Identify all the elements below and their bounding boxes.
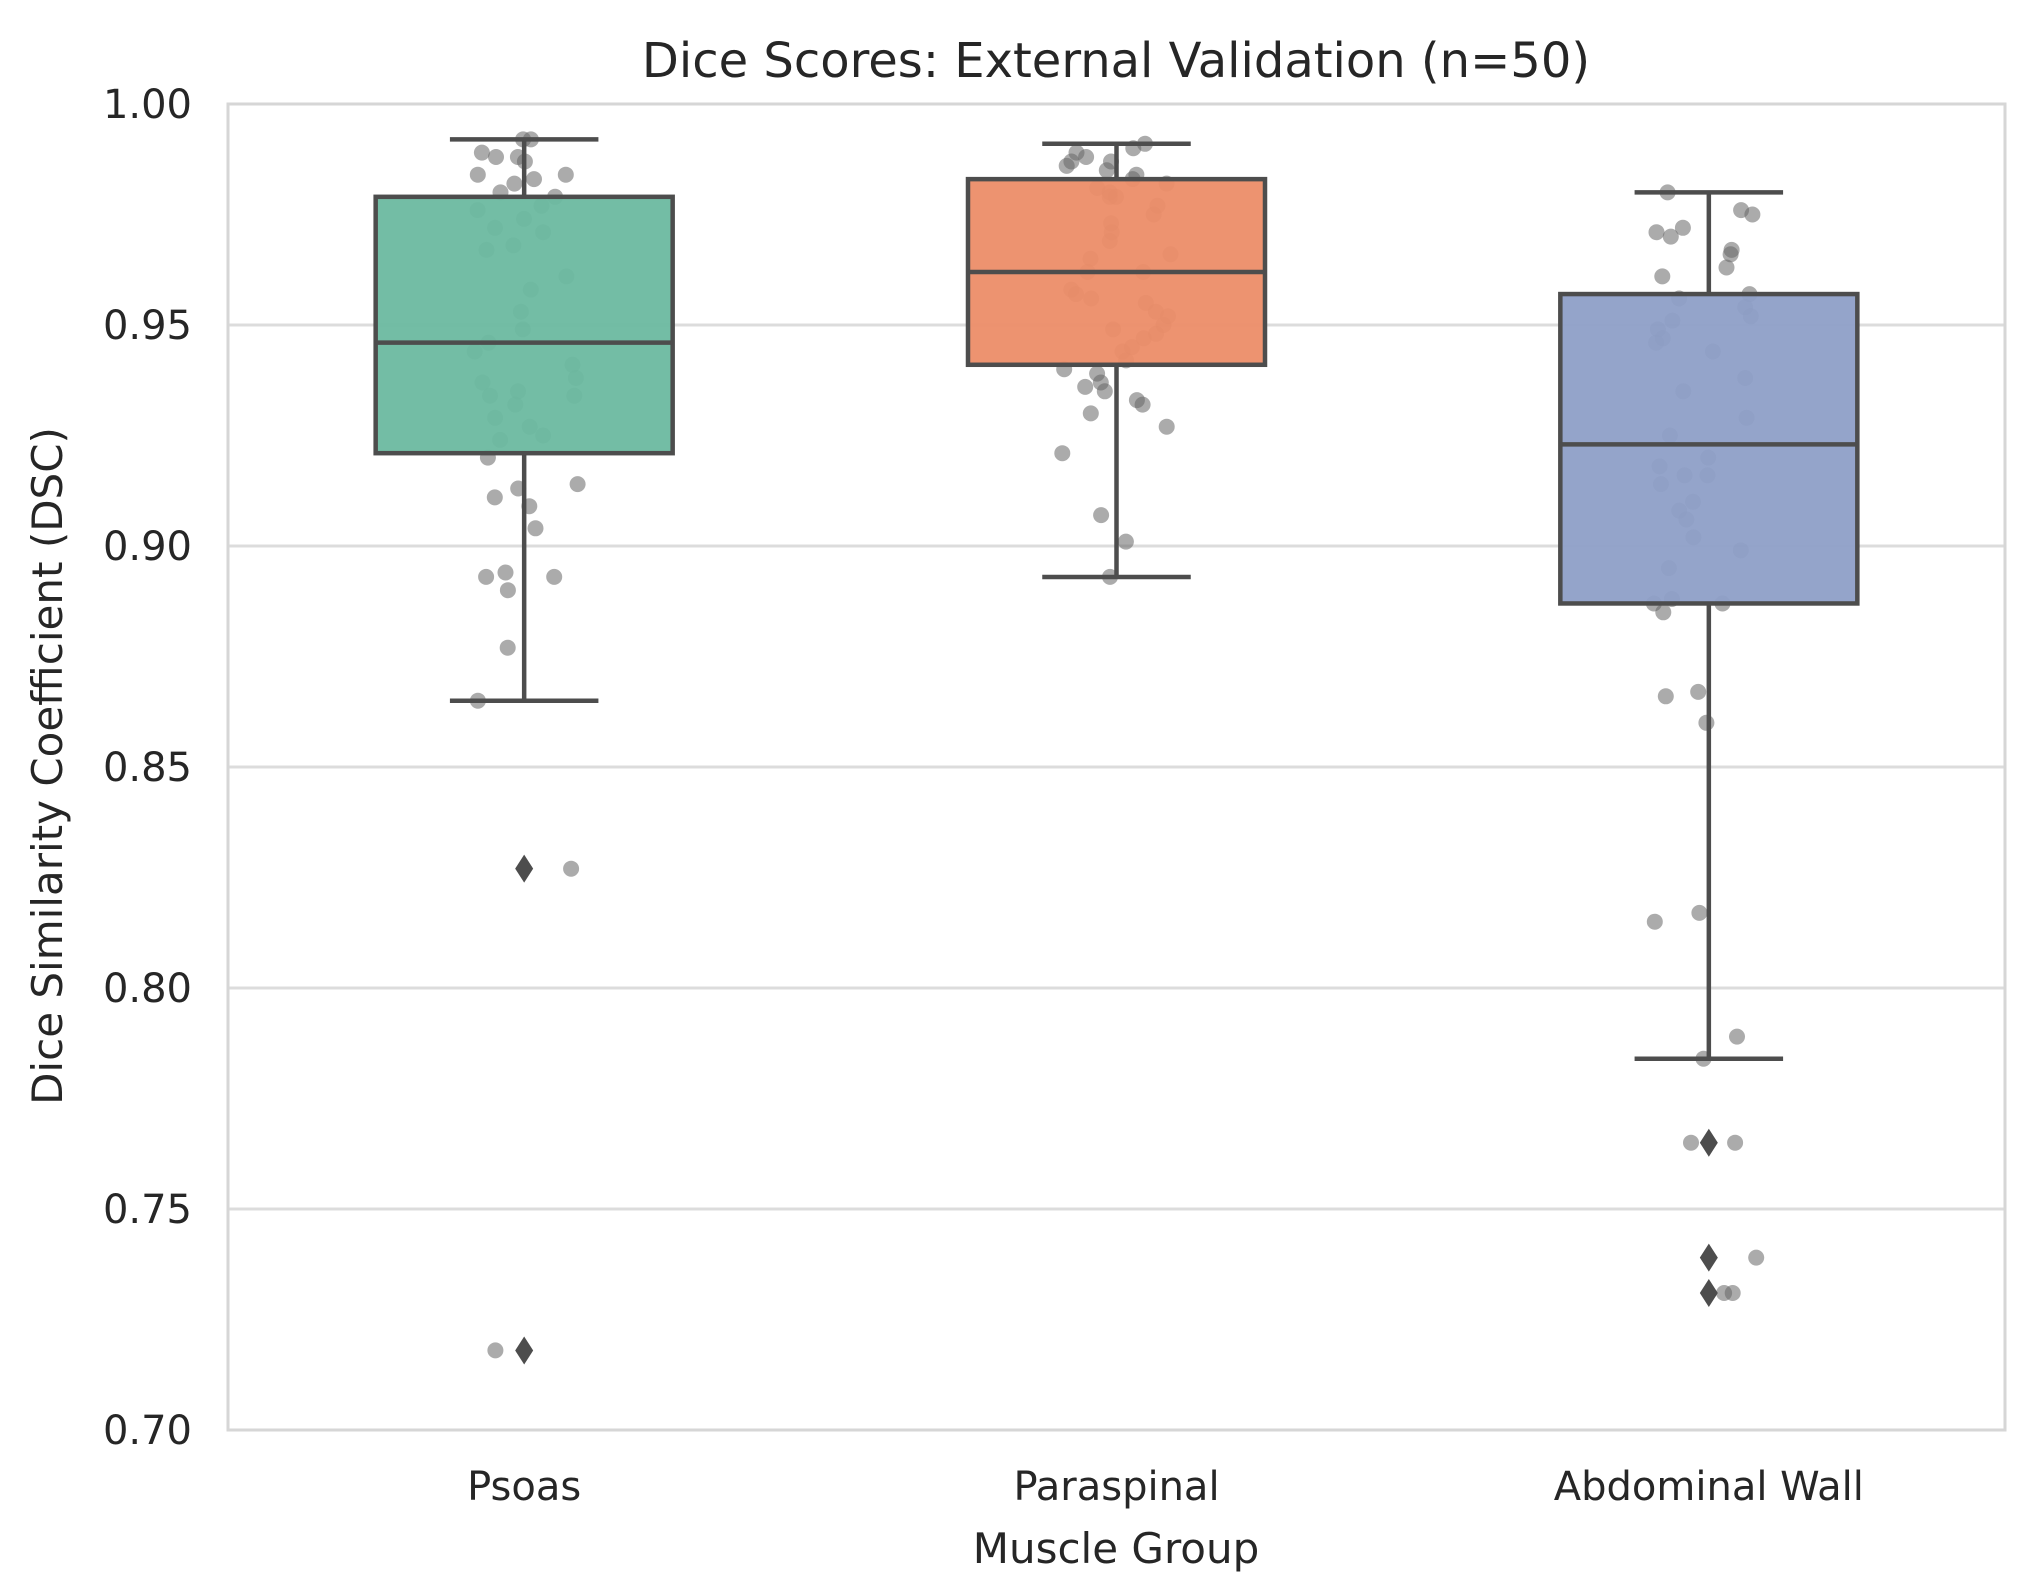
strip-point [1662, 228, 1679, 245]
y-tick-label: 0.80 [103, 966, 192, 1012]
strip-point [1654, 268, 1671, 285]
strip-point [1683, 1134, 1699, 1151]
strip-point [526, 171, 542, 188]
box-abdominal-wall [1558, 291, 1860, 606]
strip-point [497, 564, 514, 581]
strip-point [1727, 1134, 1744, 1151]
strip-point [1646, 913, 1663, 930]
strip-point [1078, 149, 1095, 165]
strip-point [1657, 688, 1674, 705]
y-tick-label: 0.85 [103, 745, 192, 791]
strip-point [527, 520, 544, 537]
strip-point [1098, 162, 1115, 179]
strip-point [473, 144, 490, 161]
strip-point [1158, 418, 1175, 435]
strip-point [499, 582, 516, 599]
y-axis-label: Dice Similarity Coefficient (DSC) [23, 427, 72, 1105]
strip-point [563, 860, 580, 877]
strip-point [1718, 259, 1735, 276]
strip-point [1077, 378, 1094, 395]
x-tick-labels: Psoas Paraspinal Abdominal Wall [467, 1464, 1864, 1510]
y-tick-label: 0.90 [103, 524, 192, 570]
strip-point [1698, 714, 1715, 731]
strip-point [1744, 206, 1761, 223]
box-psoas [373, 194, 675, 456]
strip-point [1054, 445, 1071, 462]
strip-point [499, 639, 516, 656]
outlier-marker [1699, 1243, 1718, 1272]
plot-frame [226, 102, 2007, 1432]
strip-point [557, 166, 574, 183]
x-axis-label: Muscle Group [973, 1524, 1260, 1573]
x-tick-label: Abdominal Wall [1554, 1464, 1864, 1510]
x-tick-label: Psoas [467, 1464, 581, 1510]
strip-point [1117, 533, 1134, 550]
strip-point [1690, 683, 1707, 700]
outlier-marker [515, 854, 534, 883]
strip-point [1093, 507, 1110, 524]
strip-point [569, 476, 586, 493]
strip-point [1655, 604, 1672, 621]
strip-point [469, 166, 486, 183]
strip-point [1134, 396, 1151, 413]
strip-point [1648, 224, 1665, 241]
x-tick-label: Paraspinal [1013, 1464, 1219, 1510]
outlier-marker [1699, 1128, 1718, 1157]
strip-point [1096, 383, 1113, 400]
strip-point [1691, 904, 1708, 921]
strip-point [1058, 157, 1075, 174]
strip-point [1748, 1249, 1765, 1266]
box-elements [373, 137, 1860, 1365]
strip-point [486, 489, 503, 506]
strip-point [487, 1342, 504, 1359]
strip-point [1674, 219, 1691, 236]
strip-point [1082, 405, 1099, 422]
y-tick-label: 0.75 [103, 1187, 192, 1233]
y-tick-label: 0.95 [103, 303, 192, 349]
outlier-marker [515, 1336, 534, 1365]
strip-point [506, 175, 523, 192]
strip-point [1729, 1028, 1745, 1045]
chart-title: Dice Scores: External Validation (n=50) [642, 33, 1590, 89]
outlier-marker [1699, 1278, 1718, 1307]
strip-point [478, 568, 495, 585]
y-tick-labels: 0.70 0.75 0.80 0.85 0.90 0.95 1.00 [103, 82, 192, 1454]
strip-point [546, 568, 563, 585]
strip-point [1722, 246, 1739, 263]
y-tick-label: 1.00 [103, 82, 192, 128]
strip-point [488, 149, 504, 165]
strip-point [1716, 1285, 1733, 1301]
y-tick-label: 0.70 [103, 1408, 192, 1454]
